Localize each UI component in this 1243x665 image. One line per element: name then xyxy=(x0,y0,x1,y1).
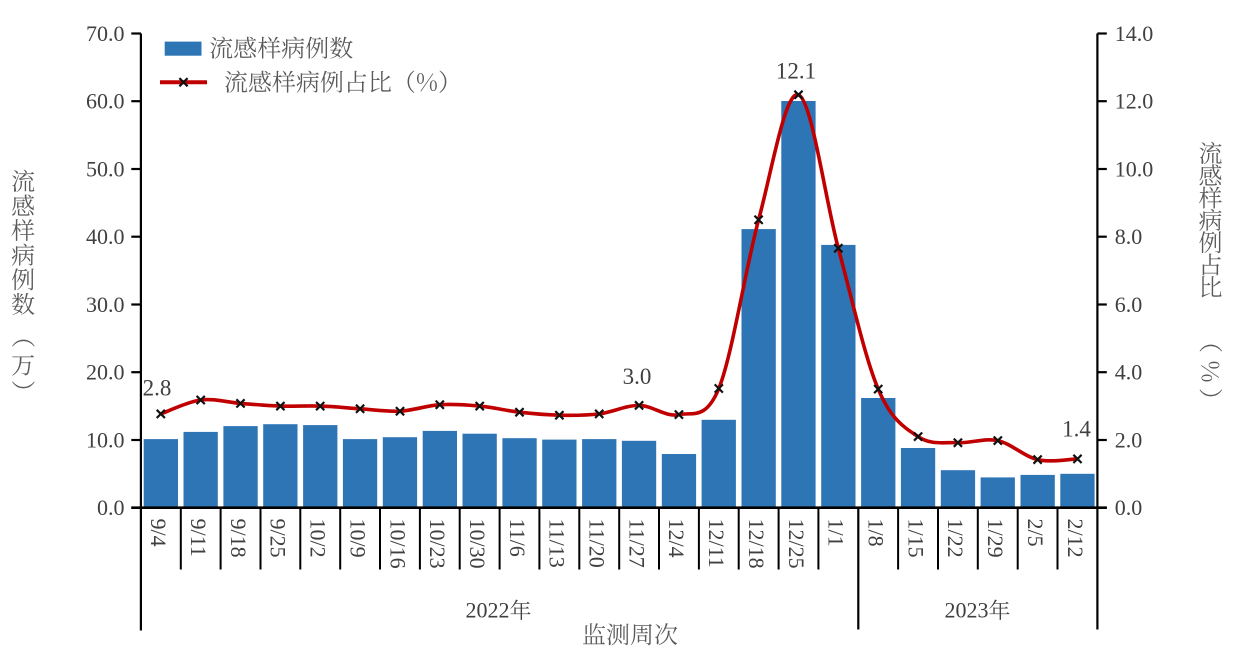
svg-text:60.0: 60.0 xyxy=(86,89,125,114)
svg-text:1/15: 1/15 xyxy=(903,519,928,558)
svg-text:2023: 2023 xyxy=(945,598,989,623)
svg-text:70.0: 70.0 xyxy=(86,21,125,46)
svg-text:30.0: 30.0 xyxy=(86,292,125,317)
svg-text:9/25: 9/25 xyxy=(266,519,291,558)
svg-text:10/30: 10/30 xyxy=(465,519,490,569)
svg-text:1/29: 1/29 xyxy=(983,519,1008,558)
svg-text:2.8: 2.8 xyxy=(143,376,172,401)
svg-text:9/4: 9/4 xyxy=(146,519,171,547)
svg-text:1/1: 1/1 xyxy=(824,519,849,547)
svg-text:1/22: 1/22 xyxy=(943,519,968,558)
svg-text:4.0: 4.0 xyxy=(1115,360,1143,385)
svg-text:12/18: 12/18 xyxy=(744,519,769,569)
svg-text:1/8: 1/8 xyxy=(864,519,889,547)
svg-text:20.0: 20.0 xyxy=(86,360,125,385)
svg-text:0.0: 0.0 xyxy=(1115,495,1143,520)
svg-text:10.0: 10.0 xyxy=(86,428,125,453)
svg-text:12.0: 12.0 xyxy=(1115,89,1154,114)
svg-text:11/13: 11/13 xyxy=(545,519,570,568)
svg-text:12/11: 12/11 xyxy=(704,519,729,568)
svg-text:6.0: 6.0 xyxy=(1115,292,1143,317)
svg-text:40.0: 40.0 xyxy=(86,224,125,249)
svg-text:8.0: 8.0 xyxy=(1115,224,1143,249)
svg-text:12/25: 12/25 xyxy=(784,519,809,569)
svg-text:10/2: 10/2 xyxy=(306,519,331,558)
svg-text:50.0: 50.0 xyxy=(86,157,125,182)
svg-text:11/20: 11/20 xyxy=(585,519,610,568)
svg-text:2022: 2022 xyxy=(466,598,510,623)
svg-text:10/16: 10/16 xyxy=(385,519,410,569)
svg-text:2.0: 2.0 xyxy=(1115,428,1143,453)
svg-text:11/27: 11/27 xyxy=(624,519,649,568)
svg-text:11/6: 11/6 xyxy=(505,519,530,557)
svg-text:3.0: 3.0 xyxy=(623,364,652,389)
svg-text:1.4: 1.4 xyxy=(1062,417,1091,442)
svg-text:10/9: 10/9 xyxy=(345,519,370,558)
svg-text:10/23: 10/23 xyxy=(425,519,450,569)
svg-text:14.0: 14.0 xyxy=(1115,21,1154,46)
svg-text:9/11: 9/11 xyxy=(186,519,211,557)
svg-text:2/5: 2/5 xyxy=(1023,519,1048,547)
svg-text:0.0: 0.0 xyxy=(97,495,125,520)
svg-text:10.0: 10.0 xyxy=(1115,157,1154,182)
svg-text:9/18: 9/18 xyxy=(226,519,251,558)
svg-text:12.1: 12.1 xyxy=(776,59,816,84)
svg-text:2/12: 2/12 xyxy=(1063,519,1088,558)
svg-text:12/4: 12/4 xyxy=(664,519,689,558)
